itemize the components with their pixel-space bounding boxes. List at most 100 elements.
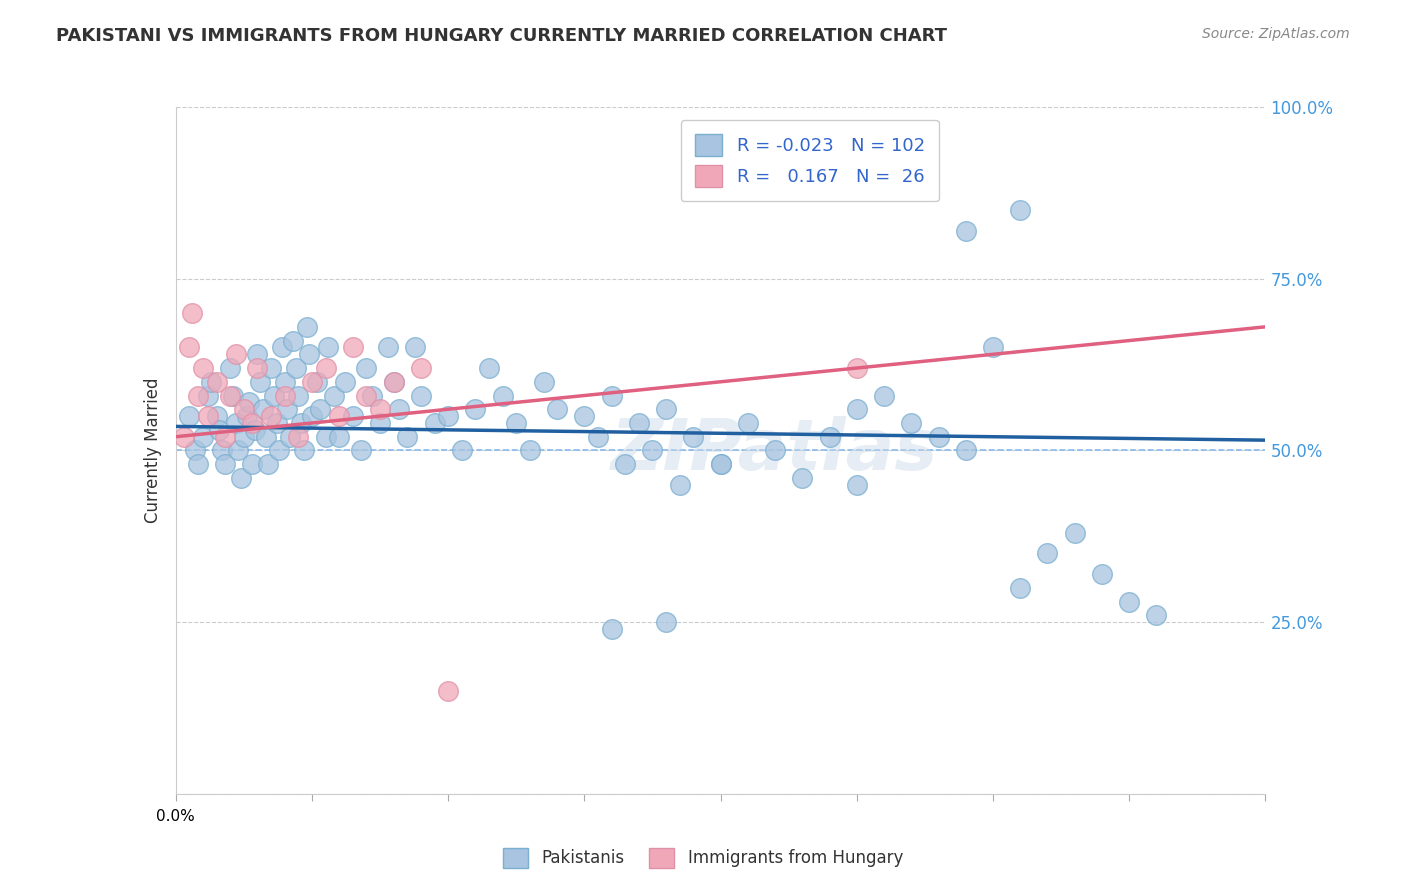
Point (423, 416, 446, 430)
Point (600, 388, 623, 402)
Point (1010, 203, 1032, 218)
Point (574, 409, 596, 423)
Point (1144, 608, 1167, 623)
Point (205, 409, 228, 423)
Point (981, 340, 1004, 354)
Point (600, 622, 623, 636)
Point (322, 388, 344, 402)
Point (342, 340, 364, 354)
Point (315, 361, 337, 376)
Point (546, 402, 568, 417)
Point (219, 388, 242, 402)
Point (307, 375, 329, 389)
Point (225, 347, 247, 361)
Point (873, 388, 896, 402)
Point (342, 409, 364, 423)
Text: PAKISTANI VS IMMIGRANTS FROM HUNGARY CURRENTLY MARRIED CORRELATION CHART: PAKISTANI VS IMMIGRANTS FROM HUNGARY CUR… (56, 27, 948, 45)
Point (519, 443, 541, 458)
Point (191, 361, 214, 376)
Point (409, 361, 432, 376)
Point (211, 443, 233, 458)
Point (1063, 525, 1085, 540)
Point (186, 457, 209, 471)
Point (252, 402, 274, 417)
Point (292, 443, 315, 458)
Point (315, 430, 337, 444)
Point (1118, 594, 1140, 608)
Point (295, 319, 318, 334)
Point (405, 340, 427, 354)
Point (900, 182, 922, 196)
Point (254, 430, 277, 444)
Point (225, 416, 247, 430)
Point (197, 388, 219, 402)
Point (205, 375, 228, 389)
Text: 0.0%: 0.0% (156, 809, 195, 824)
Point (260, 409, 283, 423)
Point (533, 375, 555, 389)
Point (377, 340, 399, 354)
Point (278, 430, 301, 444)
Point (228, 443, 250, 458)
Point (246, 347, 269, 361)
Text: ZIPatlas: ZIPatlas (612, 416, 939, 485)
Point (301, 375, 323, 389)
Point (382, 375, 405, 389)
Point (1010, 581, 1032, 595)
Point (240, 416, 263, 430)
Point (214, 457, 236, 471)
Point (298, 347, 321, 361)
Point (301, 409, 323, 423)
Point (214, 430, 236, 444)
Point (845, 402, 868, 417)
Point (368, 402, 391, 417)
Point (284, 361, 307, 376)
Point (928, 430, 950, 444)
Point (356, 388, 378, 402)
Point (409, 388, 432, 402)
Point (710, 457, 733, 471)
Point (360, 388, 382, 402)
Point (350, 443, 373, 458)
Point (179, 409, 201, 423)
Point (505, 416, 527, 430)
Point (955, 224, 977, 238)
Point (955, 443, 977, 458)
Text: Source: ZipAtlas.com: Source: ZipAtlas.com (1202, 27, 1350, 41)
Point (450, 443, 472, 458)
Point (437, 683, 460, 698)
Point (318, 340, 340, 354)
Point (222, 388, 245, 402)
Point (246, 361, 269, 376)
Point (388, 402, 411, 417)
Point (200, 375, 222, 389)
Point (240, 457, 263, 471)
Point (269, 443, 291, 458)
Legend: R = -0.023   N = 102, R =   0.167   N =  26: R = -0.023 N = 102, R = 0.167 N = 26 (681, 120, 939, 202)
Y-axis label: Currently Married: Currently Married (143, 377, 162, 524)
Point (763, 443, 786, 458)
Point (208, 423, 231, 437)
Legend: Pakistanis, Immigrants from Hungary: Pakistanis, Immigrants from Hungary (496, 841, 910, 875)
Point (249, 375, 271, 389)
Point (655, 615, 678, 630)
Point (287, 430, 309, 444)
Point (641, 443, 664, 458)
Point (464, 402, 486, 417)
Point (818, 430, 841, 444)
Point (271, 340, 294, 354)
Point (173, 430, 195, 444)
Point (845, 478, 868, 492)
Point (266, 416, 288, 430)
Point (382, 375, 405, 389)
Point (181, 306, 204, 320)
Point (478, 361, 501, 376)
Point (290, 416, 312, 430)
Point (235, 409, 257, 423)
Point (274, 375, 297, 389)
Point (281, 334, 304, 348)
Point (257, 457, 280, 471)
Point (1091, 567, 1114, 582)
Point (492, 388, 515, 402)
Point (1036, 546, 1059, 561)
